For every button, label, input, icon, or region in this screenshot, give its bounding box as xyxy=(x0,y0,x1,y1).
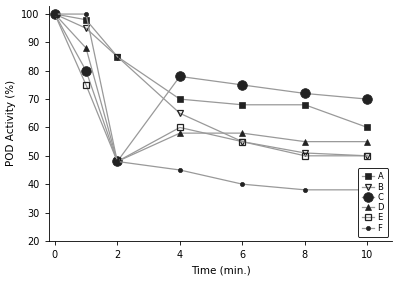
Y-axis label: POD Activity (%): POD Activity (%) xyxy=(6,80,16,166)
X-axis label: Time (min.): Time (min.) xyxy=(191,266,250,275)
Legend: A, B, C, D, E, F: A, B, C, D, E, F xyxy=(358,168,388,237)
